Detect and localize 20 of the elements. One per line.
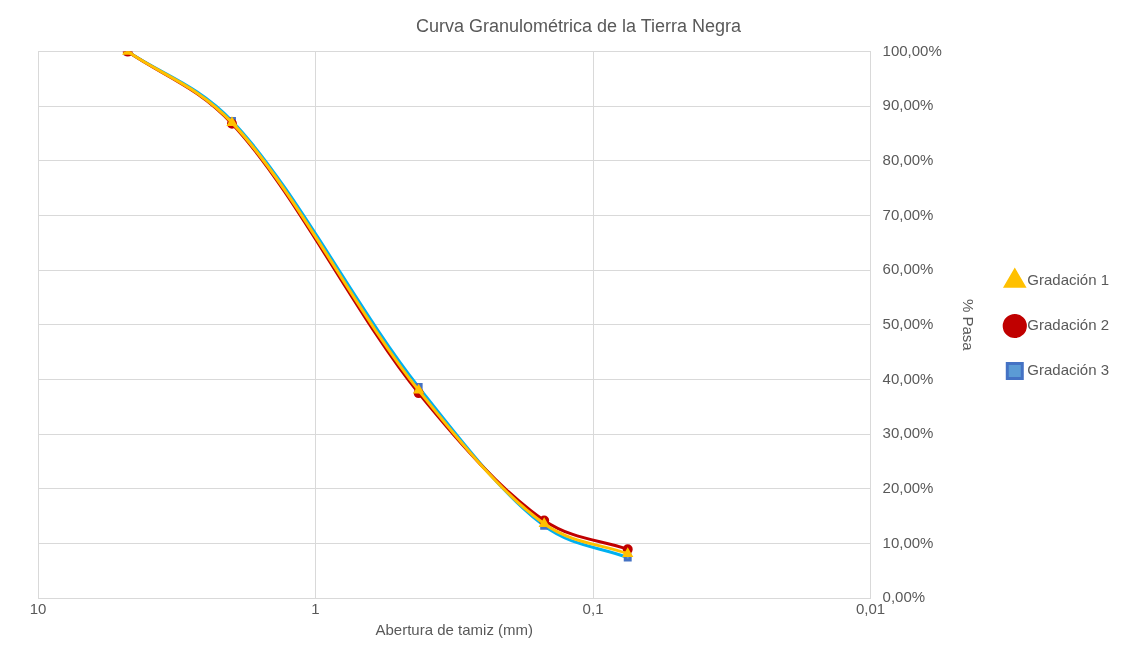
y-tick-label: 60,00% [882, 260, 934, 278]
x-tick-label: 0,1 [582, 600, 604, 618]
chart-title: Curva Granulométrica de la Tierra Negra [415, 15, 743, 36]
y-tick-label: 30,00% [882, 424, 934, 442]
y-tick-label: 80,00% [882, 151, 934, 169]
y-axis-title: % Pasa [959, 298, 977, 352]
y-tick-label: 0,00% [882, 588, 926, 606]
y-tick-label: 40,00% [882, 369, 934, 387]
legend-label: Gradación 3 [1027, 361, 1109, 379]
y-tick-label: 10,00% [882, 533, 934, 551]
y-tick-label: 70,00% [882, 205, 934, 223]
y-tick-label: 50,00% [882, 314, 934, 332]
legend-label: Gradación 1 [1027, 271, 1109, 289]
y-tick-label: 90,00% [882, 96, 934, 114]
y-tick-label: 20,00% [882, 478, 934, 496]
x-axis-title: Abertura de tamiz (mm) [375, 621, 534, 639]
x-tick-label: 10 [29, 600, 47, 618]
x-tick-label: 1 [311, 600, 320, 618]
legend-label: Gradación 2 [1027, 316, 1109, 334]
y-tick-label: 100,00% [882, 41, 942, 59]
